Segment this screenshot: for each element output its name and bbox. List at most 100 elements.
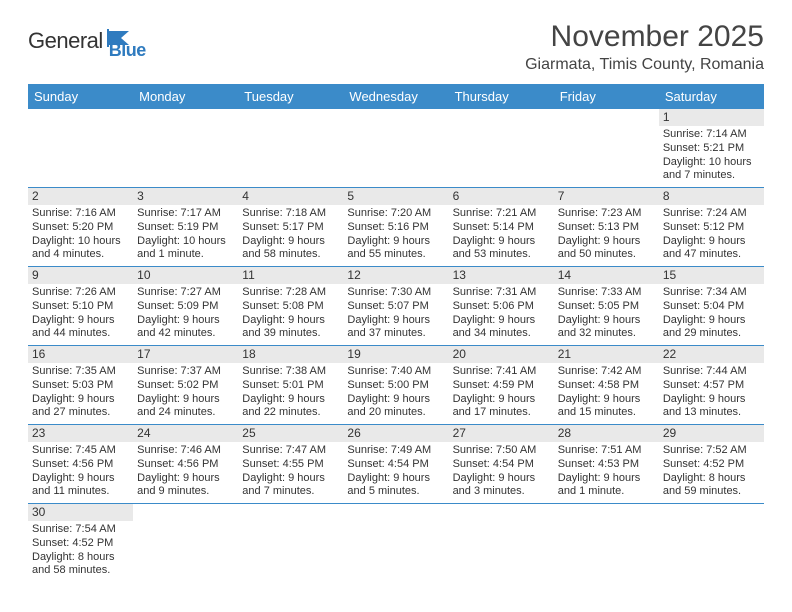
day-number: 27 bbox=[449, 425, 554, 442]
day-daylight1: Daylight: 9 hours bbox=[558, 393, 655, 407]
calendar-day bbox=[238, 504, 343, 582]
location-text: Giarmata, Timis County, Romania bbox=[525, 56, 764, 74]
day-number: 6 bbox=[449, 188, 554, 205]
day-number: 30 bbox=[28, 504, 133, 521]
calendar-day bbox=[133, 504, 238, 582]
day-number: 8 bbox=[659, 188, 764, 205]
day-sunrise: Sunrise: 7:51 AM bbox=[558, 444, 655, 458]
day-number: 17 bbox=[133, 346, 238, 363]
day-number: 10 bbox=[133, 267, 238, 284]
day-sunset: Sunset: 5:20 PM bbox=[32, 221, 129, 235]
day-daylight2: and 37 minutes. bbox=[347, 327, 444, 341]
day-sunset: Sunset: 5:12 PM bbox=[663, 221, 760, 235]
day-sunset: Sunset: 5:04 PM bbox=[663, 300, 760, 314]
day-sunrise: Sunrise: 7:14 AM bbox=[663, 128, 760, 142]
day-sunrise: Sunrise: 7:35 AM bbox=[32, 365, 129, 379]
calendar-day: 27Sunrise: 7:50 AMSunset: 4:54 PMDayligh… bbox=[449, 425, 554, 503]
calendar-day: 16Sunrise: 7:35 AMSunset: 5:03 PMDayligh… bbox=[28, 346, 133, 424]
calendar-day: 1Sunrise: 7:14 AMSunset: 5:21 PMDaylight… bbox=[659, 109, 764, 187]
day-number: 28 bbox=[554, 425, 659, 442]
day-daylight1: Daylight: 9 hours bbox=[242, 393, 339, 407]
day-sunset: Sunset: 4:57 PM bbox=[663, 379, 760, 393]
day-sunrise: Sunrise: 7:50 AM bbox=[453, 444, 550, 458]
calendar-day: 11Sunrise: 7:28 AMSunset: 5:08 PMDayligh… bbox=[238, 267, 343, 345]
calendar-day bbox=[343, 109, 448, 187]
day-sunrise: Sunrise: 7:42 AM bbox=[558, 365, 655, 379]
calendar-day: 19Sunrise: 7:40 AMSunset: 5:00 PMDayligh… bbox=[343, 346, 448, 424]
day-number bbox=[554, 109, 659, 126]
calendar-day bbox=[554, 504, 659, 582]
day-number: 7 bbox=[554, 188, 659, 205]
day-number: 24 bbox=[133, 425, 238, 442]
calendar-day: 6Sunrise: 7:21 AMSunset: 5:14 PMDaylight… bbox=[449, 188, 554, 266]
day-daylight2: and 1 minute. bbox=[137, 248, 234, 262]
day-sunset: Sunset: 5:21 PM bbox=[663, 142, 760, 156]
weekday-label: Tuesday bbox=[238, 84, 343, 109]
day-daylight1: Daylight: 9 hours bbox=[242, 472, 339, 486]
day-sunset: Sunset: 5:17 PM bbox=[242, 221, 339, 235]
day-daylight2: and 11 minutes. bbox=[32, 485, 129, 499]
day-daylight1: Daylight: 9 hours bbox=[137, 314, 234, 328]
calendar-weeks: 1Sunrise: 7:14 AMSunset: 5:21 PMDaylight… bbox=[28, 109, 764, 582]
day-sunrise: Sunrise: 7:21 AM bbox=[453, 207, 550, 221]
day-sunset: Sunset: 4:54 PM bbox=[453, 458, 550, 472]
day-daylight1: Daylight: 9 hours bbox=[453, 235, 550, 249]
calendar-day: 12Sunrise: 7:30 AMSunset: 5:07 PMDayligh… bbox=[343, 267, 448, 345]
day-daylight1: Daylight: 9 hours bbox=[663, 314, 760, 328]
day-sunset: Sunset: 5:10 PM bbox=[32, 300, 129, 314]
weekday-label: Saturday bbox=[659, 84, 764, 109]
day-daylight2: and 13 minutes. bbox=[663, 406, 760, 420]
weekday-label: Sunday bbox=[28, 84, 133, 109]
day-number: 22 bbox=[659, 346, 764, 363]
day-sunrise: Sunrise: 7:27 AM bbox=[137, 286, 234, 300]
day-sunrise: Sunrise: 7:37 AM bbox=[137, 365, 234, 379]
calendar-day: 10Sunrise: 7:27 AMSunset: 5:09 PMDayligh… bbox=[133, 267, 238, 345]
calendar-day: 8Sunrise: 7:24 AMSunset: 5:12 PMDaylight… bbox=[659, 188, 764, 266]
calendar-day bbox=[28, 109, 133, 187]
day-daylight2: and 24 minutes. bbox=[137, 406, 234, 420]
day-sunrise: Sunrise: 7:26 AM bbox=[32, 286, 129, 300]
calendar-day: 13Sunrise: 7:31 AMSunset: 5:06 PMDayligh… bbox=[449, 267, 554, 345]
day-number bbox=[449, 109, 554, 126]
day-number: 19 bbox=[343, 346, 448, 363]
calendar-week: 16Sunrise: 7:35 AMSunset: 5:03 PMDayligh… bbox=[28, 346, 764, 425]
day-sunset: Sunset: 4:59 PM bbox=[453, 379, 550, 393]
weekday-label: Wednesday bbox=[343, 84, 448, 109]
day-number: 18 bbox=[238, 346, 343, 363]
day-sunset: Sunset: 4:56 PM bbox=[32, 458, 129, 472]
calendar-day: 29Sunrise: 7:52 AMSunset: 4:52 PMDayligh… bbox=[659, 425, 764, 503]
day-number: 16 bbox=[28, 346, 133, 363]
calendar-day bbox=[238, 109, 343, 187]
calendar-day: 24Sunrise: 7:46 AMSunset: 4:56 PMDayligh… bbox=[133, 425, 238, 503]
day-sunset: Sunset: 4:58 PM bbox=[558, 379, 655, 393]
calendar-day: 14Sunrise: 7:33 AMSunset: 5:05 PMDayligh… bbox=[554, 267, 659, 345]
day-daylight1: Daylight: 9 hours bbox=[453, 393, 550, 407]
calendar-day: 3Sunrise: 7:17 AMSunset: 5:19 PMDaylight… bbox=[133, 188, 238, 266]
calendar-day bbox=[449, 504, 554, 582]
day-daylight2: and 9 minutes. bbox=[137, 485, 234, 499]
day-daylight2: and 32 minutes. bbox=[558, 327, 655, 341]
day-daylight1: Daylight: 9 hours bbox=[558, 314, 655, 328]
day-daylight1: Daylight: 9 hours bbox=[32, 472, 129, 486]
calendar-day bbox=[554, 109, 659, 187]
day-number: 14 bbox=[554, 267, 659, 284]
day-sunrise: Sunrise: 7:30 AM bbox=[347, 286, 444, 300]
day-daylight1: Daylight: 9 hours bbox=[347, 235, 444, 249]
day-number: 4 bbox=[238, 188, 343, 205]
day-sunrise: Sunrise: 7:34 AM bbox=[663, 286, 760, 300]
calendar-day: 9Sunrise: 7:26 AMSunset: 5:10 PMDaylight… bbox=[28, 267, 133, 345]
day-daylight2: and 44 minutes. bbox=[32, 327, 129, 341]
day-daylight2: and 15 minutes. bbox=[558, 406, 655, 420]
day-sunrise: Sunrise: 7:24 AM bbox=[663, 207, 760, 221]
day-daylight2: and 3 minutes. bbox=[453, 485, 550, 499]
day-daylight1: Daylight: 9 hours bbox=[558, 235, 655, 249]
day-number: 2 bbox=[28, 188, 133, 205]
day-daylight2: and 7 minutes. bbox=[663, 169, 760, 183]
day-daylight1: Daylight: 9 hours bbox=[242, 235, 339, 249]
day-daylight2: and 59 minutes. bbox=[663, 485, 760, 499]
day-daylight1: Daylight: 10 hours bbox=[137, 235, 234, 249]
day-sunrise: Sunrise: 7:44 AM bbox=[663, 365, 760, 379]
calendar-day: 18Sunrise: 7:38 AMSunset: 5:01 PMDayligh… bbox=[238, 346, 343, 424]
day-daylight2: and 20 minutes. bbox=[347, 406, 444, 420]
calendar-day: 4Sunrise: 7:18 AMSunset: 5:17 PMDaylight… bbox=[238, 188, 343, 266]
